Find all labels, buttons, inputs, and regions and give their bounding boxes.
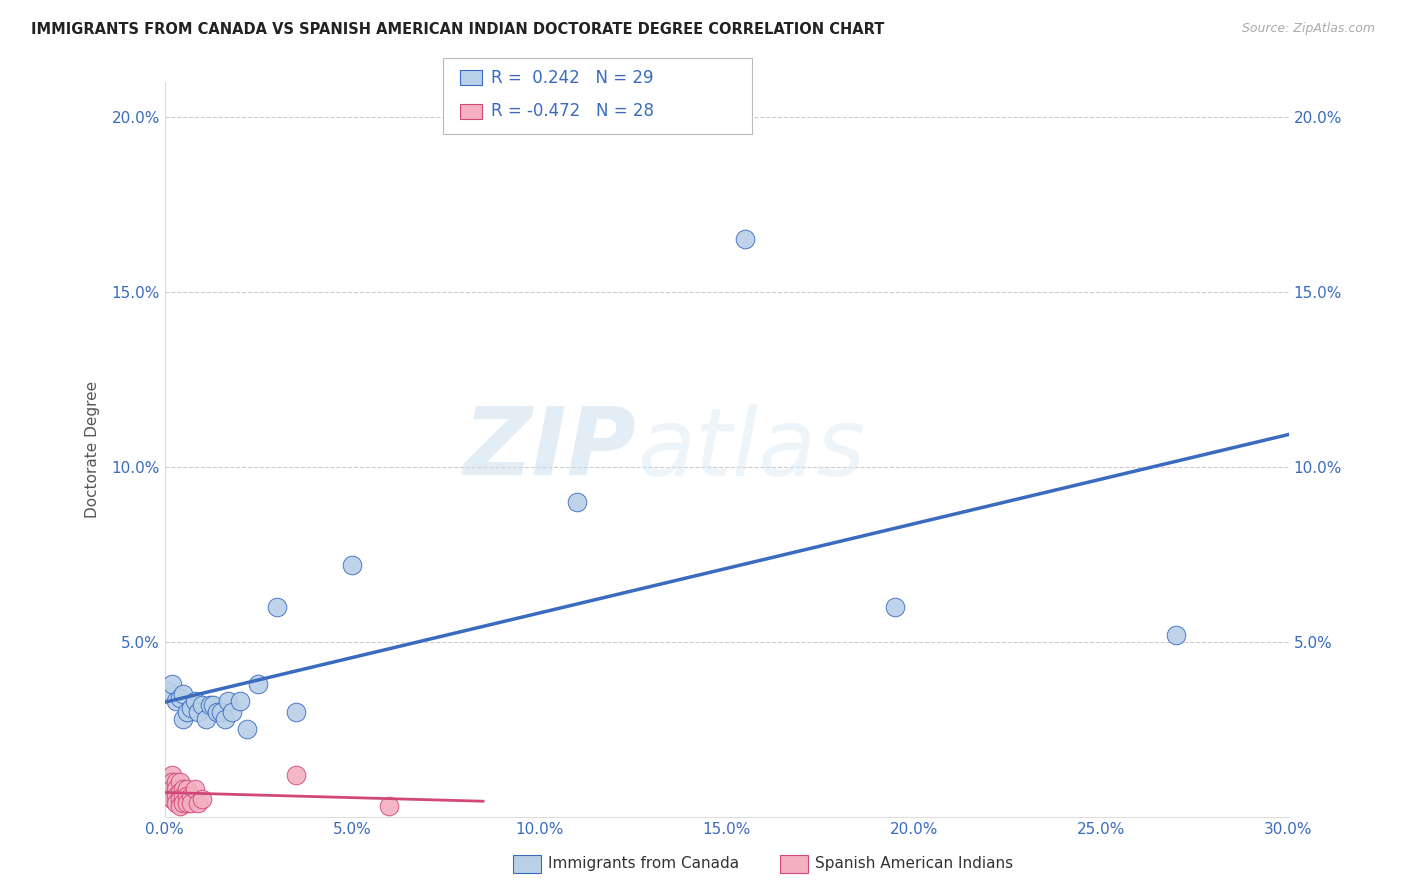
Point — [191, 698, 214, 712]
Text: Immigrants from Canada: Immigrants from Canada — [548, 856, 740, 871]
Point — [284, 768, 307, 782]
Point — [340, 558, 363, 572]
Y-axis label: Doctorate Degree: Doctorate Degree — [86, 381, 100, 518]
Text: ZIP: ZIP — [464, 403, 637, 495]
Point — [169, 799, 191, 814]
Point — [169, 690, 191, 705]
Text: Spanish American Indians: Spanish American Indians — [815, 856, 1014, 871]
Point — [180, 701, 202, 715]
Point — [284, 705, 307, 719]
Point — [1166, 628, 1188, 642]
Text: R =  0.242   N = 29: R = 0.242 N = 29 — [491, 69, 654, 87]
Point — [165, 775, 187, 789]
Point — [194, 712, 217, 726]
Point — [160, 792, 183, 806]
Point — [160, 768, 183, 782]
Point — [191, 792, 214, 806]
Point — [176, 789, 198, 803]
Point — [183, 782, 205, 797]
Point — [734, 232, 756, 246]
Point — [165, 782, 187, 797]
Point — [217, 694, 239, 708]
Point — [180, 796, 202, 810]
Point — [176, 782, 198, 797]
Text: Source: ZipAtlas.com: Source: ZipAtlas.com — [1241, 22, 1375, 36]
Point — [202, 698, 225, 712]
Point — [157, 782, 180, 797]
Point — [228, 694, 250, 708]
Point — [198, 698, 221, 712]
Point — [176, 705, 198, 719]
Point — [157, 789, 180, 803]
Point — [205, 705, 228, 719]
Point — [180, 789, 202, 803]
Point — [172, 688, 194, 702]
Point — [157, 684, 180, 698]
Point — [172, 782, 194, 797]
Point — [165, 694, 187, 708]
Point — [160, 775, 183, 789]
Point — [187, 705, 209, 719]
Point — [214, 712, 236, 726]
Point — [165, 789, 187, 803]
Point — [565, 495, 588, 509]
Point — [169, 792, 191, 806]
Text: atlas: atlas — [637, 404, 865, 495]
Point — [169, 775, 191, 789]
Point — [884, 599, 907, 614]
Point — [266, 599, 288, 614]
Point — [165, 796, 187, 810]
Point — [378, 799, 401, 814]
Point — [160, 677, 183, 691]
Text: IMMIGRANTS FROM CANADA VS SPANISH AMERICAN INDIAN DOCTORATE DEGREE CORRELATION C: IMMIGRANTS FROM CANADA VS SPANISH AMERIC… — [31, 22, 884, 37]
Point — [172, 789, 194, 803]
Point — [176, 796, 198, 810]
Point — [169, 785, 191, 799]
Point — [247, 677, 270, 691]
Point — [183, 694, 205, 708]
Point — [172, 796, 194, 810]
Point — [236, 723, 259, 737]
Text: R = -0.472   N = 28: R = -0.472 N = 28 — [491, 103, 654, 120]
Point — [172, 712, 194, 726]
Point — [221, 705, 243, 719]
Point — [209, 705, 232, 719]
Point — [160, 782, 183, 797]
Point — [187, 796, 209, 810]
Point — [157, 775, 180, 789]
